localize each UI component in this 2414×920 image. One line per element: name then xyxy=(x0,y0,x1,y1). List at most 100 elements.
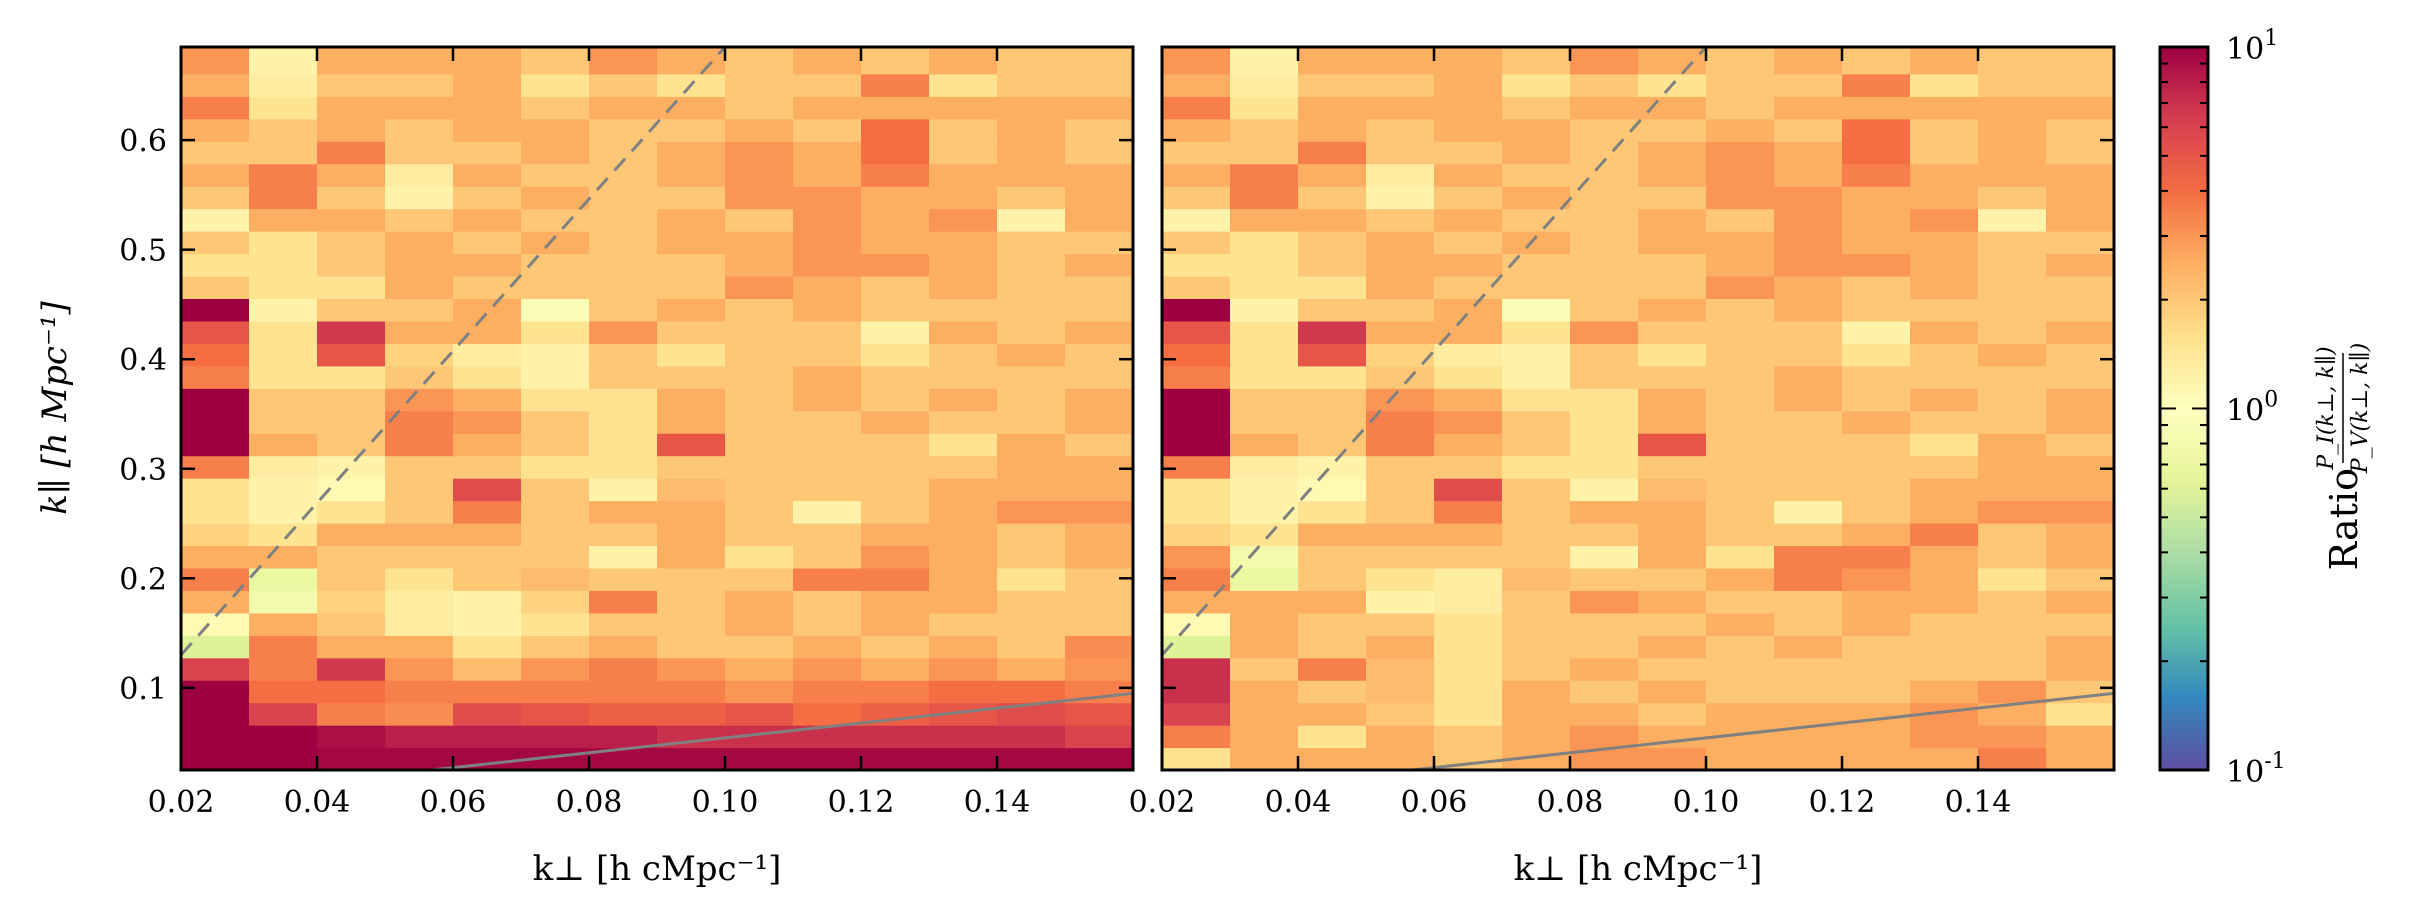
heatmap-cell xyxy=(657,612,726,636)
heatmap-cell xyxy=(657,141,726,165)
heatmap-cell xyxy=(317,365,386,389)
heatmap-cell xyxy=(1638,747,1707,770)
heatmap-cell xyxy=(997,186,1066,210)
heatmap-cell xyxy=(1366,73,1435,97)
heatmap-cell xyxy=(453,118,522,142)
heatmap-cell xyxy=(1638,500,1707,524)
heatmap-cell xyxy=(181,388,250,412)
heatmap-cell xyxy=(1298,96,1367,120)
heatmap-cell xyxy=(1230,478,1299,502)
heatmap-cell xyxy=(521,522,590,547)
heatmap-cell xyxy=(1162,388,1231,412)
heatmap-cell xyxy=(929,433,998,457)
heatmap-cell xyxy=(453,163,522,187)
heatmap-cell xyxy=(929,478,998,502)
heatmap-cell xyxy=(1638,47,1707,75)
heatmap-cell xyxy=(181,320,250,344)
x-tick-label: 0.04 xyxy=(284,785,351,820)
heatmap-cell xyxy=(1706,118,1775,142)
heatmap-cell xyxy=(249,545,318,569)
heatmap-cell xyxy=(317,410,386,434)
heatmap-cell xyxy=(1570,388,1639,412)
heatmap-cell xyxy=(521,47,590,75)
heatmap-cell xyxy=(1230,612,1299,636)
heatmap-cell xyxy=(1366,231,1435,255)
heatmap-cell xyxy=(521,433,590,457)
heatmap-cell xyxy=(1774,298,1843,322)
heatmap-cell xyxy=(1706,590,1775,614)
heatmap-cell xyxy=(2046,747,2114,770)
heatmap-cell xyxy=(1366,500,1435,524)
heatmap-cell xyxy=(1774,141,1843,165)
heatmap-cell xyxy=(1774,455,1843,479)
heatmap-cell xyxy=(181,118,250,142)
heatmap-cell xyxy=(793,163,862,187)
heatmap-cell xyxy=(181,410,250,434)
heatmap-cell xyxy=(1638,612,1707,636)
heatmap-cell xyxy=(793,702,862,726)
heatmap-cell xyxy=(249,747,318,770)
heatmap-cell xyxy=(521,73,590,97)
heatmap-cell xyxy=(1978,612,2047,636)
heatmap-cell xyxy=(657,231,726,255)
heatmap-cell xyxy=(1065,657,1133,681)
heatmap-cell xyxy=(1366,680,1435,704)
heatmap-cell xyxy=(1298,275,1367,300)
heatmap-cell xyxy=(1065,320,1133,344)
heatmap-cell xyxy=(1434,612,1503,636)
heatmap-cell xyxy=(1502,545,1571,569)
heatmap-cell xyxy=(1910,388,1979,412)
heatmap-cell xyxy=(1366,298,1435,322)
heatmap-cell xyxy=(1230,567,1299,591)
heatmap-cell xyxy=(385,747,454,770)
heatmap-cell xyxy=(1978,680,2047,704)
heatmap-cell xyxy=(1298,343,1367,367)
heatmap-cell xyxy=(1298,478,1367,502)
heatmap-cell xyxy=(929,702,998,726)
heatmap-cell xyxy=(1230,186,1299,210)
heatmap-cell xyxy=(929,725,998,749)
heatmap-cell xyxy=(1842,47,1911,75)
heatmap-cell xyxy=(1230,141,1299,165)
heatmap-cell xyxy=(793,73,862,97)
heatmap-cell xyxy=(385,186,454,210)
heatmap-cell xyxy=(317,141,386,165)
heatmap-cell xyxy=(1162,275,1231,300)
heatmap-cell xyxy=(657,47,726,75)
heatmap-cell xyxy=(589,365,658,389)
heatmap-cell xyxy=(725,680,794,704)
heatmap-cell xyxy=(453,410,522,434)
heatmap-cell xyxy=(317,73,386,97)
heatmap-cell xyxy=(249,433,318,457)
heatmap-cell xyxy=(1230,657,1299,681)
heatmap-cell xyxy=(181,635,250,659)
heatmap-cell xyxy=(1366,545,1435,569)
heatmap-cell xyxy=(1978,118,2047,142)
heatmap-cell xyxy=(793,612,862,636)
heatmap-cell xyxy=(1434,275,1503,300)
heatmap-cell xyxy=(1978,657,2047,681)
heatmap-cell xyxy=(793,141,862,165)
heatmap-cell xyxy=(793,275,862,300)
heatmap-cell xyxy=(589,96,658,120)
heatmap-cell xyxy=(1978,635,2047,659)
heatmap-cell xyxy=(793,96,862,120)
heatmap-cell xyxy=(1230,500,1299,524)
heatmap-cell xyxy=(249,163,318,187)
heatmap-cell xyxy=(1910,186,1979,210)
heatmap-cell xyxy=(1502,73,1571,97)
heatmap-cell xyxy=(1774,275,1843,300)
heatmap-cell xyxy=(997,635,1066,659)
heatmap-cell xyxy=(1910,500,1979,524)
heatmap-cell xyxy=(929,231,998,255)
heatmap-cell xyxy=(861,275,930,300)
heatmap-cell xyxy=(793,545,862,569)
heatmap-cell xyxy=(1638,567,1707,591)
heatmap-cell xyxy=(1230,388,1299,412)
heatmap-cell xyxy=(1502,388,1571,412)
heatmap-cell xyxy=(1230,455,1299,479)
heatmap-cell xyxy=(1638,522,1707,547)
heatmap-cell xyxy=(1638,118,1707,142)
heatmap-cell xyxy=(1978,522,2047,547)
heatmap-cell xyxy=(657,298,726,322)
